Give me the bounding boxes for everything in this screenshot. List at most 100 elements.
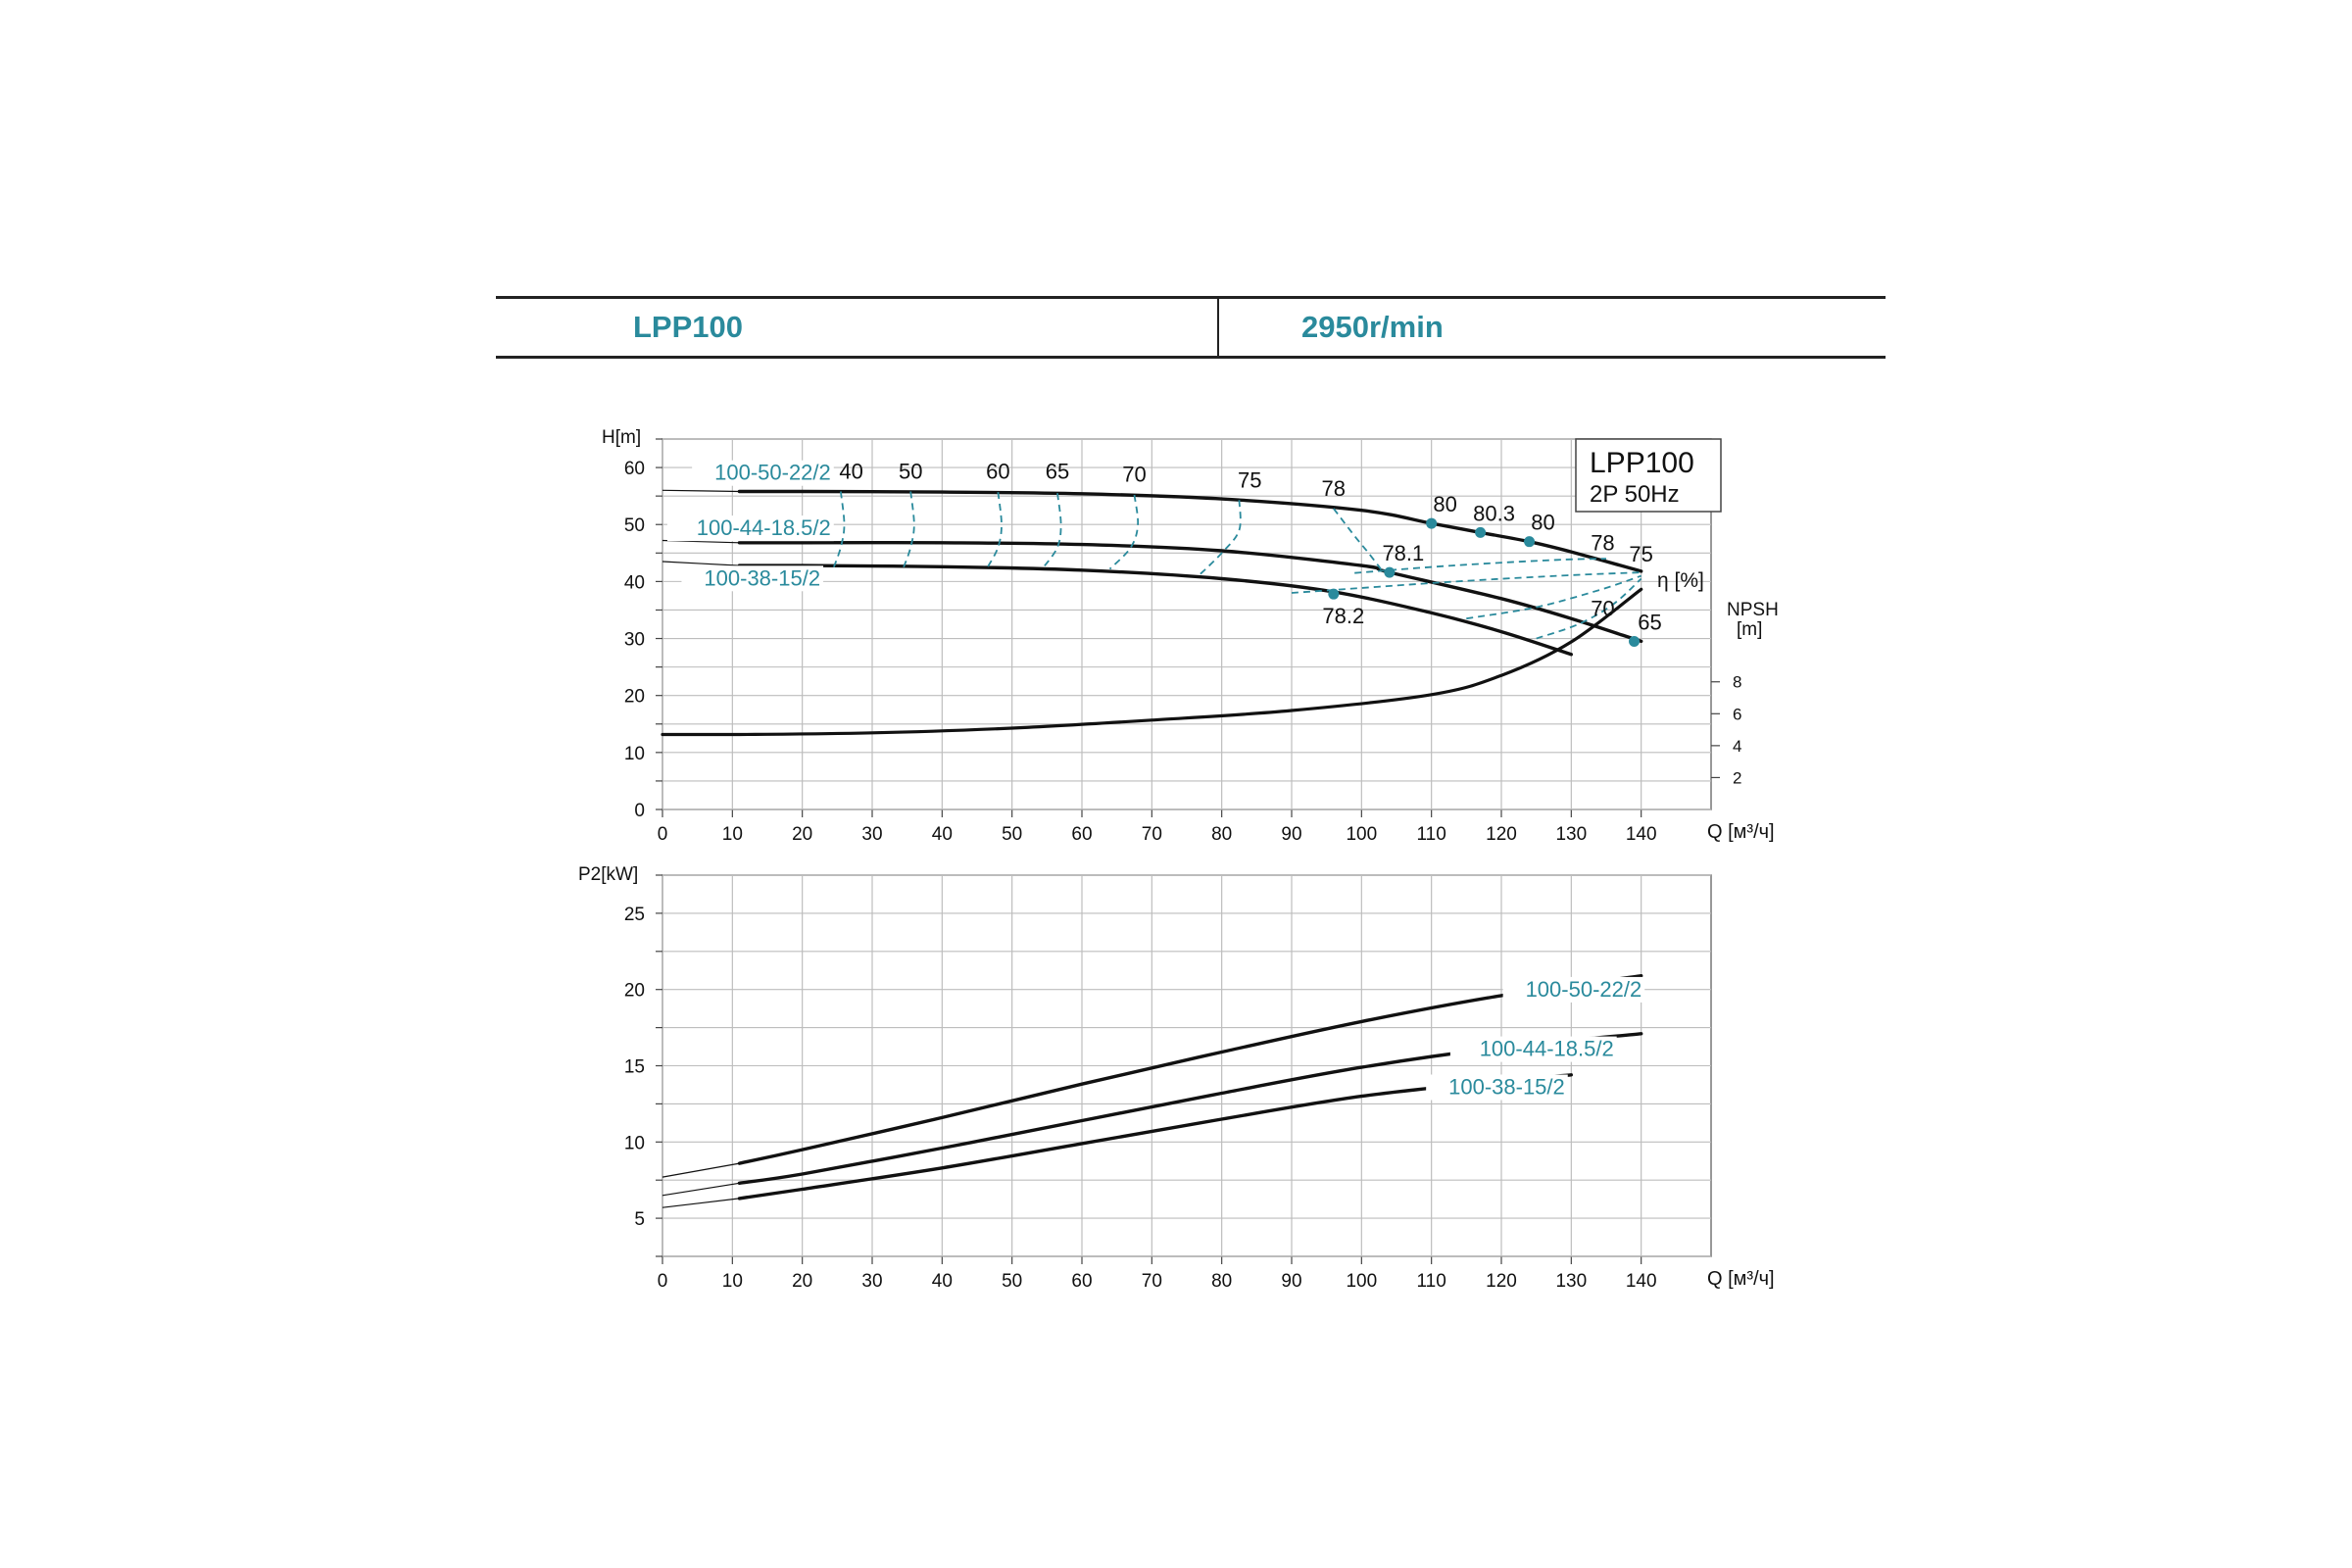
npsh-curve: [661, 587, 1643, 737]
series-label-100-38-15-2: 100-38-15/2: [704, 565, 820, 590]
power-x-axis-label: Q [м³/ч]: [1707, 1268, 1775, 1290]
efficiency-contour: [1333, 508, 1384, 572]
x-tick-label: 20: [792, 1271, 812, 1292]
x-tick-label: 120: [1486, 824, 1517, 845]
efficiency-point-label: 80: [1531, 511, 1554, 535]
legend-box-frame: [1575, 438, 1722, 513]
x-tick-label: 140: [1626, 1271, 1657, 1292]
series-label-bg: [681, 565, 824, 592]
x-tick-label: 110: [1417, 824, 1446, 845]
x-tick-label: 30: [861, 824, 882, 845]
efficiency-contour: [1466, 574, 1642, 620]
y-tick-label: 20: [624, 981, 645, 1002]
efficiency-point-label: 80.3: [1473, 501, 1515, 525]
efficiency-label: 70: [1122, 463, 1146, 487]
efficiency-contour: [832, 491, 846, 568]
head-chart-marks: 100-50-22/2 100-44-18.5/2 100-38-15/2 2 4 6 8 4…: [666, 460, 1741, 787]
y-tick-label: 40: [624, 572, 645, 593]
efficiency-label: 75: [1238, 467, 1261, 492]
y-tick-label: 50: [624, 515, 645, 536]
x-tick-label: 30: [861, 1271, 882, 1292]
y-tick-label: 10: [624, 1133, 645, 1153]
head-chart-grid: 0 10 20 30 40 50 60 70 80 90 100 110 120 130 140 0 10 20 3…: [624, 438, 1712, 845]
efficiency-point-label: 78.2: [1322, 604, 1364, 628]
page-header: LPP100 2950r/min: [496, 296, 1886, 359]
efficiency-point-label: 80: [1433, 492, 1456, 516]
x-tick-label: 50: [1002, 824, 1022, 845]
head-x-axis-label: Q [м³/ч]: [1707, 821, 1775, 843]
curve-100-50-22-2: [737, 974, 1643, 1165]
y-tick-label: 15: [624, 1057, 645, 1078]
y-tick-label: 10: [624, 744, 645, 764]
curve-extension-100-44-18-5-2: [662, 1182, 740, 1197]
efficiency-label: 78: [1322, 476, 1346, 501]
y-tick-label: 25: [624, 905, 645, 925]
series-label-bg: [692, 460, 834, 486]
efficiency-contour: [986, 492, 1003, 568]
x-tick-label: 100: [1346, 824, 1377, 845]
efficiency-contour: [1536, 577, 1642, 640]
npsh-tick-label: 8: [1733, 673, 1741, 692]
efficiency-label: 75: [1629, 542, 1652, 566]
efficiency-contour: [1043, 493, 1062, 568]
efficiency-label: 70: [1591, 596, 1614, 620]
series-label-100-44-18-5-2: 100-44-18.5/2: [1480, 1037, 1614, 1061]
head-axis-label: H[m]: [602, 427, 641, 448]
legend-box-frequency: 2P 50Hz: [1590, 481, 1680, 508]
x-tick-label: 80: [1211, 824, 1232, 845]
series-label-100-44-18-5-2: 100-44-18.5/2: [697, 515, 831, 540]
x-tick-label: 120: [1486, 1271, 1517, 1292]
x-tick-label: 0: [658, 1271, 668, 1292]
x-tick-label: 50: [1002, 1271, 1022, 1292]
series-label-bg: [1502, 976, 1645, 1003]
x-tick-label: 130: [1555, 824, 1587, 845]
curve-extension-100-38-15-2: [662, 1198, 740, 1208]
power-chart: 0 10 20 30 40 50 60 70 80 90 100 110 120 130 140 5 10 15 2…: [578, 864, 1775, 1292]
x-tick-label: 10: [722, 1271, 743, 1292]
efficiency-axis-label: η [%]: [1657, 569, 1704, 592]
x-tick-label: 80: [1211, 1271, 1232, 1292]
npsh-tick-label: 4: [1733, 737, 1741, 756]
y-tick-label: 5: [634, 1209, 645, 1230]
legend-box-model: LPP100: [1590, 447, 1694, 479]
efficiency-point-label: 78.1: [1382, 541, 1424, 565]
curve-100-44-18-5-2: [737, 540, 1643, 644]
x-tick-label: 90: [1281, 824, 1301, 845]
x-tick-label: 70: [1142, 824, 1162, 845]
power-chart-grid: 0 10 20 30 40 50 60 70 80 90 100 110 120 130 140 5 10 15 2…: [624, 874, 1712, 1292]
series-label-100-38-15-2: 100-38-15/2: [1448, 1075, 1565, 1100]
curve-extension-100-50-22-2: [662, 489, 740, 493]
head-chart-legend-box: LPP100 2P 50Hz: [1575, 438, 1722, 513]
x-tick-label: 90: [1281, 1271, 1301, 1292]
efficiency-label: 78: [1591, 530, 1614, 555]
efficiency-label: 60: [986, 460, 1009, 484]
curve-100-38-15-2: [737, 564, 1573, 657]
header-divider: [1217, 299, 1219, 356]
x-tick-label: 20: [792, 824, 812, 845]
power-chart-marks: 100-50-22/2 100-44-18.5/2 100-38-15/2: [1426, 976, 1645, 1101]
curve-extension-100-50-22-2: [662, 1162, 740, 1178]
x-tick-label: 140: [1626, 824, 1657, 845]
efficiency-point: [1384, 566, 1396, 578]
x-tick-label: 70: [1142, 1271, 1162, 1292]
efficiency-point-label: 65: [1638, 610, 1661, 634]
npsh-axis-label: NPSH: [1727, 600, 1779, 620]
head-chart: 0 10 20 30 40 50 60 70 80 90 100 110 120 130 140 0 10 20 3…: [602, 427, 1779, 845]
efficiency-point: [1629, 635, 1641, 647]
x-tick-label: 10: [722, 824, 743, 845]
efficiency-label: 65: [1046, 460, 1069, 484]
x-tick-label: 0: [658, 824, 668, 845]
efficiency-label: 50: [899, 460, 922, 484]
x-tick-label: 130: [1555, 1271, 1587, 1292]
efficiency-contour: [1291, 571, 1642, 594]
efficiency-point: [1426, 517, 1438, 529]
y-tick-label: 0: [634, 801, 645, 821]
efficiency-point: [1524, 536, 1536, 548]
speed-title: 2950r/min: [1301, 310, 1444, 344]
y-tick-label: 20: [624, 687, 645, 708]
x-tick-label: 110: [1417, 1271, 1446, 1292]
x-tick-label: 60: [1071, 1271, 1092, 1292]
y-tick-label: 30: [624, 630, 645, 651]
series-label-100-50-22-2: 100-50-22/2: [1526, 977, 1642, 1002]
